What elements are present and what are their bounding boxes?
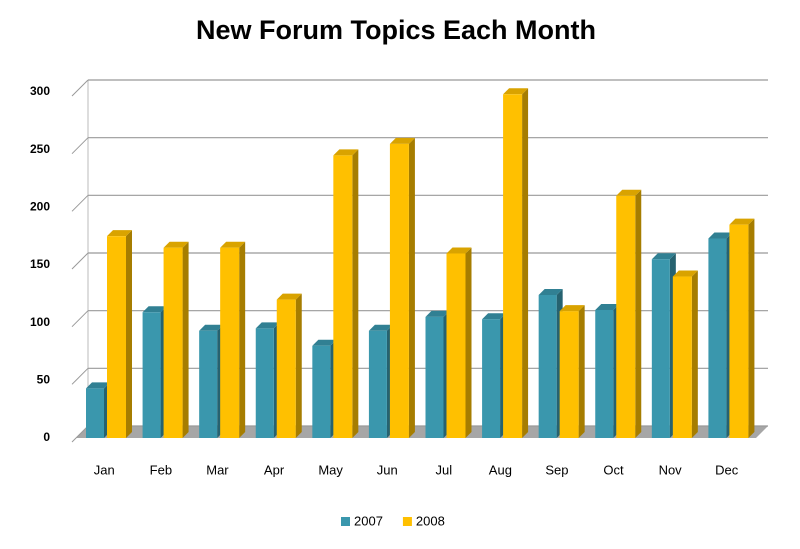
x-tick-label: Jan [94,462,115,477]
floor [76,426,768,438]
bar-top [255,322,280,329]
bar-side [239,241,246,438]
bar-side [408,137,415,438]
bar [482,319,501,438]
bar [729,224,749,438]
x-tick-label: Jul [435,462,452,477]
x-tick-label: Jun [377,462,398,477]
y-tick-label: 50 [37,373,51,387]
bar-top [333,149,359,156]
bar-side [748,218,755,438]
bar-top [368,324,393,331]
bar [651,259,670,438]
bar [199,330,218,438]
bar [446,253,466,438]
bar-side [182,241,189,438]
x-tick-label: Oct [603,462,624,477]
y-tick-label: 200 [30,200,50,214]
bar [708,238,727,438]
y-tick-label: 0 [43,430,50,444]
legend-label: 2007 [354,513,383,528]
bar [538,294,557,438]
bar-top [425,310,450,317]
bar-top [708,232,733,239]
bar-top [482,313,507,320]
bar [107,236,126,438]
bar-top [220,241,246,248]
x-tick-label: Dec [715,462,739,477]
x-tick-label: Mar [206,462,229,477]
bar [425,316,444,438]
tick-mark [71,194,89,212]
y-tick-label: 300 [30,84,50,98]
bar-side [578,305,585,438]
bar-top [559,305,585,312]
y-tick-label: 150 [30,257,50,271]
bar-side [635,189,642,438]
bar-side [691,270,698,438]
x-tick-label: Feb [150,462,172,477]
bar [312,345,331,438]
y-tick-label: 250 [30,142,50,156]
bar-top [276,293,302,300]
x-tick-label: Aug [489,462,512,477]
bar-top [538,288,563,295]
bar-top [86,382,110,389]
bar-side [522,88,529,438]
bar-top [672,270,698,277]
bar [389,143,409,438]
bar-top [199,324,224,331]
bar-top [163,241,189,248]
bar [503,94,523,438]
bar [163,247,183,438]
x-tick-label: May [318,462,343,477]
bar [255,328,274,438]
x-tick-label: Sep [545,462,568,477]
bar-top [142,306,167,313]
bar [333,155,353,438]
bar-top [616,189,642,196]
bar [595,309,614,438]
bar-side [126,230,132,438]
tick-mark [71,425,89,443]
bar [559,311,579,438]
bar-top [651,253,676,260]
legend-swatch [341,517,350,526]
bar [276,299,296,438]
chart-title: New Forum Topics Each Month [196,15,596,45]
bar [142,312,161,438]
legend-label: 2008 [416,513,445,528]
tick-mark [71,252,89,270]
x-tick-label: Apr [264,462,285,477]
bar-top [107,230,132,237]
bar-side [295,293,302,438]
bar [616,195,636,438]
tick-mark [71,137,89,155]
tick-mark [71,367,89,385]
bar-side [465,247,472,438]
bar [368,330,387,438]
bar-top [446,247,472,254]
bar-top [729,218,755,225]
tick-mark [71,310,89,328]
legend-swatch [402,517,412,526]
bar [220,247,240,438]
bar-top [503,88,529,95]
x-tick-label: Nov [659,462,683,477]
bar-side [352,149,359,438]
bar [86,388,104,438]
tick-mark [71,79,89,97]
bar [672,276,692,438]
y-tick-label: 100 [30,315,50,329]
bar-top [595,303,620,310]
bar-top [312,339,337,346]
bar-top [389,137,415,144]
